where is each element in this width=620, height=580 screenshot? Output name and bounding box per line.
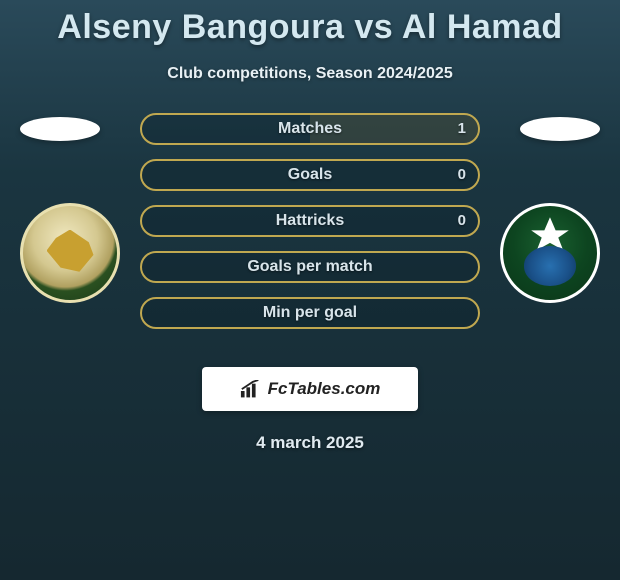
palm-icon [531, 217, 569, 250]
stat-row: Hattricks0 [140, 205, 480, 237]
globe-icon [524, 246, 577, 285]
stat-bars: Matches1Goals0Hattricks0Goals per matchM… [140, 113, 480, 343]
stat-row: Goals per match [140, 251, 480, 283]
subtitle: Club competitions, Season 2024/2025 [0, 65, 620, 83]
chart-icon [240, 380, 262, 398]
page-title: Alseny Bangoura vs Al Hamad [0, 0, 620, 47]
stat-label: Hattricks [142, 207, 478, 235]
stat-value-right: 1 [458, 115, 466, 143]
stat-label: Goals per match [142, 253, 478, 281]
stat-row: Matches1 [140, 113, 480, 145]
stat-label: Min per goal [142, 299, 478, 327]
stat-label: Goals [142, 161, 478, 189]
stat-value-right: 0 [458, 207, 466, 235]
brand-badge[interactable]: FcTables.com [202, 367, 418, 411]
stat-label: Matches [142, 115, 478, 143]
right-marker [520, 117, 600, 141]
stat-row: Min per goal [140, 297, 480, 329]
left-marker [20, 117, 100, 141]
date-label: 4 march 2025 [0, 433, 620, 453]
comparison-panel: Matches1Goals0Hattricks0Goals per matchM… [0, 113, 620, 353]
brand-label: FcTables.com [268, 379, 381, 399]
right-club-crest [500, 203, 600, 303]
stat-value-right: 0 [458, 161, 466, 189]
stat-row: Goals0 [140, 159, 480, 191]
eagle-icon [47, 230, 94, 272]
left-club-crest [20, 203, 120, 303]
